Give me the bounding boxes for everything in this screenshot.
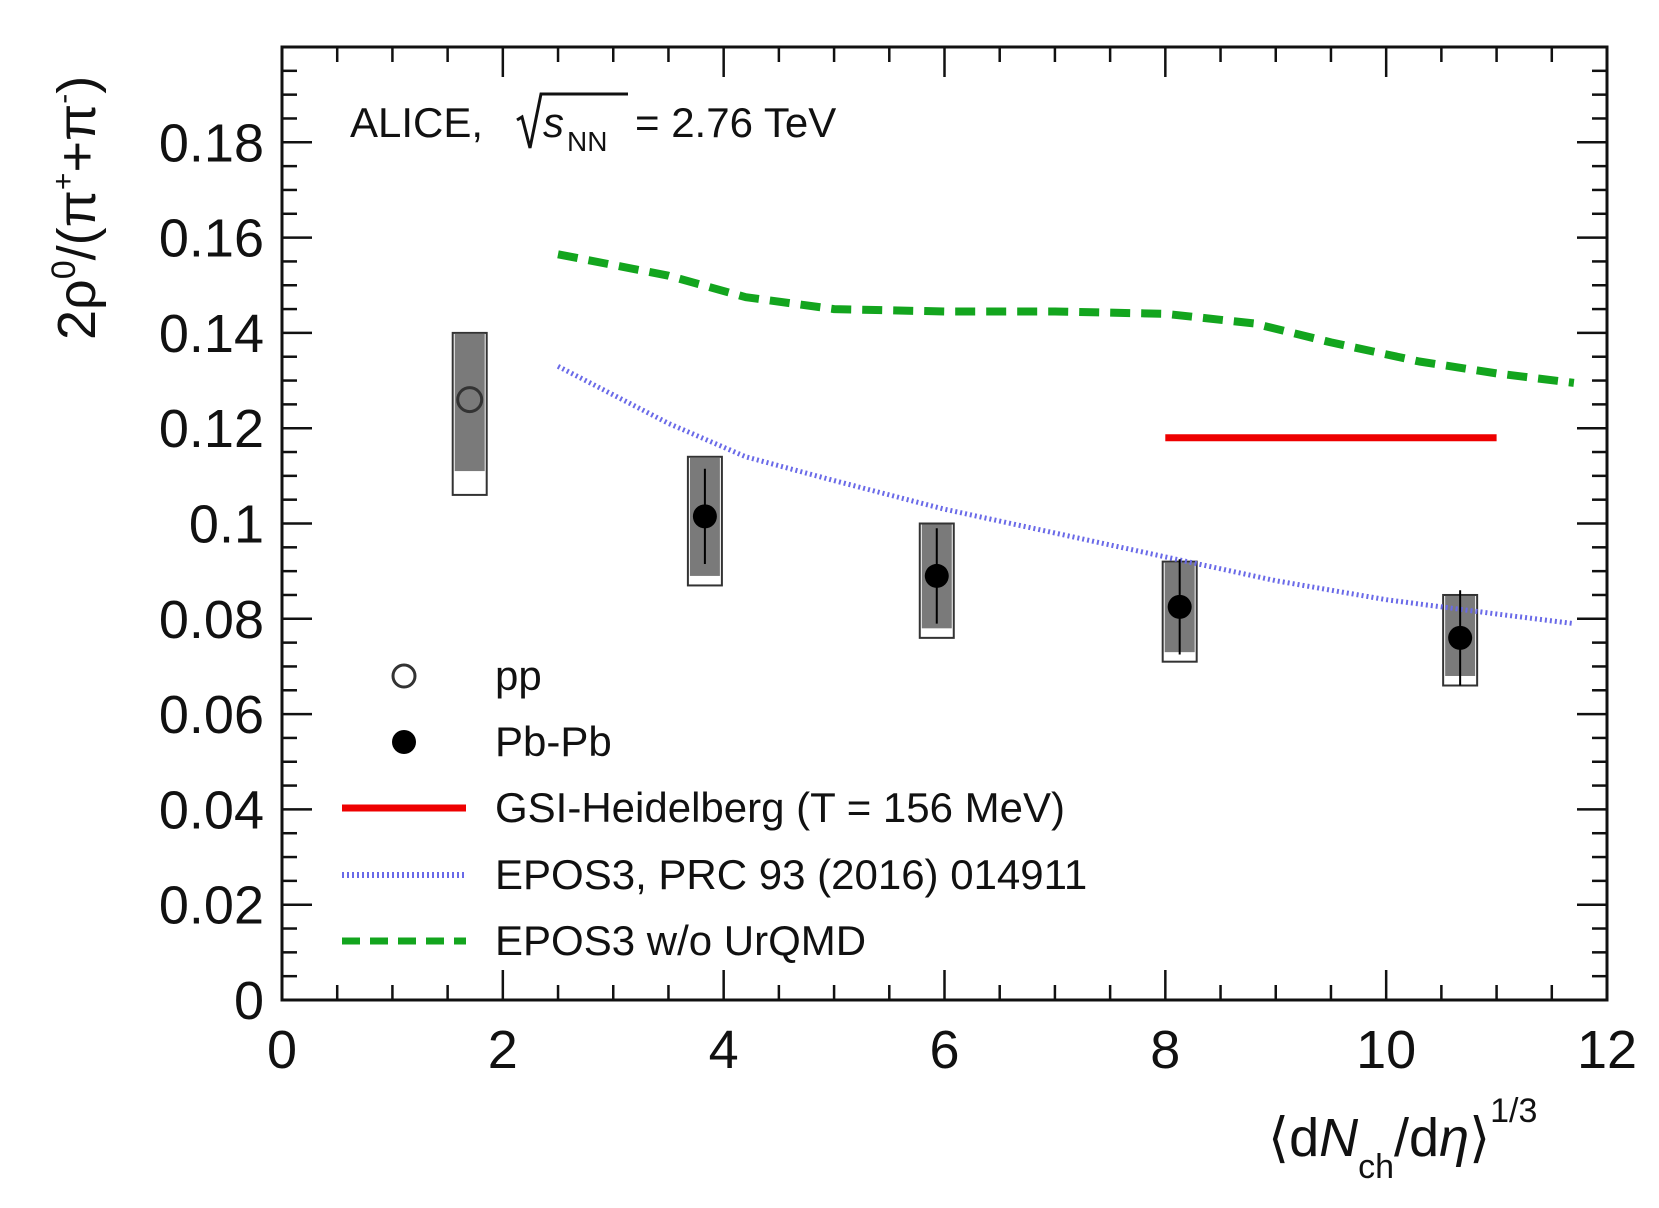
legend: pp Pb-Pb GSI-Heidelberg (T = 156 MeV) EP… [342,652,1087,964]
ticks: 0 2 4 6 8 10 12 0 0.02 0.04 0.06 0.08 0.1 0.12 0.14 0.1… [159,45,1637,1080]
x-tick-label: 6 [929,1020,959,1080]
x-title-slash: /d [1394,1108,1439,1168]
legend-pp-label: pp [495,652,542,699]
y-title-close: ) [47,76,107,94]
annotation-experiment: ALICE, [350,99,483,146]
y-tick-label: 0.06 [159,685,264,745]
x-title-open: ⟨d [1268,1108,1319,1168]
sqrt-sign [516,92,628,149]
x-title-eta: η [1439,1108,1469,1168]
model-curves [556,250,1575,627]
annotation-energy: = 2.76 TeV [635,99,836,146]
data-points [456,386,1473,686]
pbpb-point [1448,625,1473,650]
x-tick-label: 0 [267,1020,297,1080]
y-tick-label: 0.08 [159,590,264,650]
y-tick-label: 0 [234,971,264,1031]
x-title-n: N [1319,1108,1359,1168]
x-axis-title: ⟨dNch/dη⟩1/3 [1268,1092,1537,1186]
x-tick-label: 12 [1577,1020,1637,1080]
pbpb-point [924,563,949,588]
y-axis-title: 2ρ0/(π++π-) [45,76,107,340]
x-title-exp: 1/3 [1490,1092,1537,1130]
y-tick-label: 0.18 [159,113,264,173]
y-title-plus-pi: +π [47,104,107,173]
pp-point [456,386,484,414]
annotation: ALICE, s NN = 2.76 TeV [350,92,836,157]
x-title-close: ⟩ [1469,1108,1490,1168]
x-tick-label: 8 [1150,1020,1180,1080]
legend-pbpb-label: Pb-Pb [495,718,612,765]
y-title-plus: + [47,173,80,191]
legend-pbpb-marker [392,730,416,754]
x-tick-label: 2 [488,1020,518,1080]
y-title-zero: 0 [45,260,83,279]
y-tick-label: 0.14 [159,304,264,364]
epos3-no-urqmd-line [557,250,1575,387]
y-tick-label: 0.1 [189,495,264,555]
x-title-ch: ch [1358,1148,1394,1186]
y-tick-label: 0.04 [159,780,264,840]
legend-epos3-nourqmd-label: EPOS3 w/o UrQMD [495,917,866,964]
annotation-s: s [543,99,564,146]
systematic-boxes [451,331,1479,687]
legend-epos3-label: EPOS3, PRC 93 (2016) 014911 [495,851,1087,898]
pbpb-point [1167,594,1192,619]
y-title-mid: /(π [47,190,107,260]
y-title-pre: 2ρ [47,279,107,340]
epos3-line [556,364,1575,627]
legend-gsi-label: GSI-Heidelberg (T = 156 MeV) [495,784,1065,831]
pbpb-point [692,504,717,529]
y-tick-label: 0.16 [159,209,264,269]
y-tick-label: 0.02 [159,876,264,936]
x-tick-label: 10 [1356,1020,1416,1080]
systematic-box-fill [454,333,485,472]
y-title-minus: - [47,94,80,104]
y-tick-label: 0.12 [159,399,264,459]
annotation-nn: NN [567,126,607,157]
legend-pp-marker [391,663,417,689]
x-tick-label: 4 [709,1020,739,1080]
